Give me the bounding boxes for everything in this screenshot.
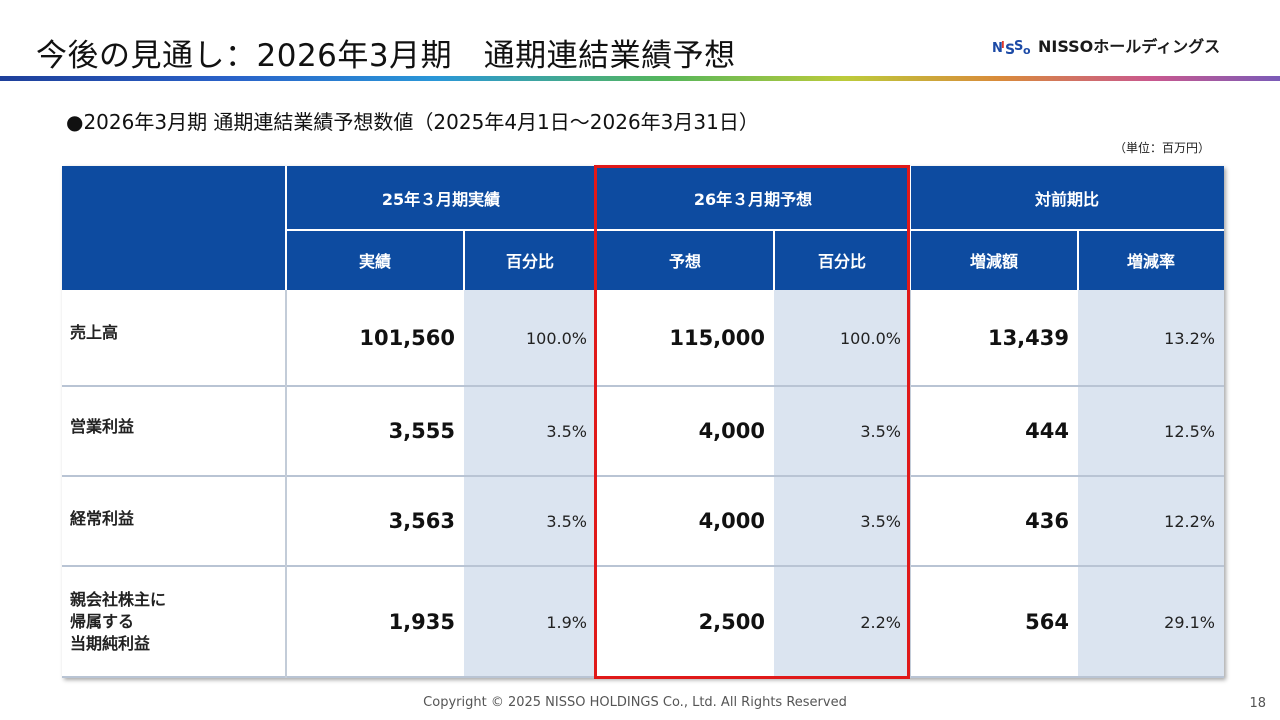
- logo-text: NISSOホールディングス: [1038, 37, 1221, 56]
- cell-value: 13.2%: [1078, 290, 1224, 386]
- nisso-logo-icon: N I S S o: [992, 39, 1031, 57]
- svg-text:I: I: [1001, 40, 1005, 51]
- cell-value: 4,000: [596, 386, 774, 476]
- subheader-actual: 実績: [286, 230, 464, 290]
- cell-value: 436: [910, 476, 1078, 566]
- cell-value: 29.1%: [1078, 566, 1224, 678]
- forecast-table: 25年３月期実績 26年３月期予想 対前期比 実績 百分比 予想 百分比 増減額…: [62, 166, 1224, 678]
- group-header-prior-actual: 25年３月期実績: [286, 166, 596, 230]
- cell-value: 3.5%: [774, 386, 910, 476]
- subheader-ratio-forecast: 百分比: [774, 230, 910, 290]
- subheader-forecast: 予想: [596, 230, 774, 290]
- subheader-change-rate: 増減率: [1078, 230, 1224, 290]
- header-divider-line: [1077, 230, 1079, 290]
- row-label-ordinary-profit: 経常利益: [62, 476, 286, 566]
- cell-value: 100.0%: [464, 290, 596, 386]
- row-label-net-income: 親会社株主に 帰属する 当期純利益: [62, 566, 286, 678]
- svg-text:S: S: [1005, 42, 1015, 57]
- header-divider: [0, 76, 1280, 81]
- row-divider: [62, 565, 1224, 567]
- header-divider-line: [773, 230, 775, 290]
- cell-value: 564: [910, 566, 1078, 678]
- svg-text:o: o: [1023, 44, 1031, 57]
- group-header-yoy: 対前期比: [910, 166, 1224, 230]
- cell-value: 444: [910, 386, 1078, 476]
- cell-value: 3,555: [286, 386, 464, 476]
- header-divider-line: [285, 166, 287, 290]
- cell-value: 3.5%: [464, 386, 596, 476]
- cell-value: 115,000: [596, 290, 774, 386]
- cell-value: 3,563: [286, 476, 464, 566]
- column-divider: [909, 290, 911, 678]
- subheader-change-amount: 増減額: [910, 230, 1078, 290]
- header-divider-line: [909, 166, 911, 290]
- page-number: 18: [1249, 696, 1266, 711]
- cell-value: 12.2%: [1078, 476, 1224, 566]
- cell-value: 2,500: [596, 566, 774, 678]
- company-logo: N I S S o NISSOホールディングス: [992, 32, 1220, 58]
- cell-value: 2.2%: [774, 566, 910, 678]
- svg-text:N: N: [992, 41, 1003, 56]
- row-divider: [62, 475, 1224, 477]
- cell-value: 12.5%: [1078, 386, 1224, 476]
- column-divider: [285, 290, 287, 678]
- unit-note: （単位：百万円）: [1113, 141, 1210, 155]
- row-label-operating-profit: 営業利益: [62, 386, 286, 476]
- cell-value: 4,000: [596, 476, 774, 566]
- row-divider: [62, 385, 1224, 387]
- cell-value: 3.5%: [774, 476, 910, 566]
- group-header-forecast: 26年３月期予想: [596, 166, 910, 230]
- cell-value: 3.5%: [464, 476, 596, 566]
- row-label-net-sales: 売上高: [62, 290, 286, 386]
- svg-text:S: S: [1014, 39, 1023, 54]
- header-divider-line: [463, 230, 465, 290]
- row-divider: [62, 676, 1224, 678]
- copyright: Copyright © 2025 NISSO HOLDINGS Co., Ltd…: [423, 695, 847, 710]
- subheader-ratio-actual: 百分比: [464, 230, 596, 290]
- cell-value: 1.9%: [464, 566, 596, 678]
- slide-title: 今後の見通し：2026年3月期 通期連結業績予想: [36, 38, 736, 74]
- header-divider-line: [286, 229, 1224, 231]
- section-subtitle: ●2026年3月期 通期連結業績予想数値（2025年4月1日～2026年3月31…: [66, 110, 759, 134]
- cell-value: 13,439: [910, 290, 1078, 386]
- cell-value: 1,935: [286, 566, 464, 678]
- cell-value: 101,560: [286, 290, 464, 386]
- cell-value: 100.0%: [774, 290, 910, 386]
